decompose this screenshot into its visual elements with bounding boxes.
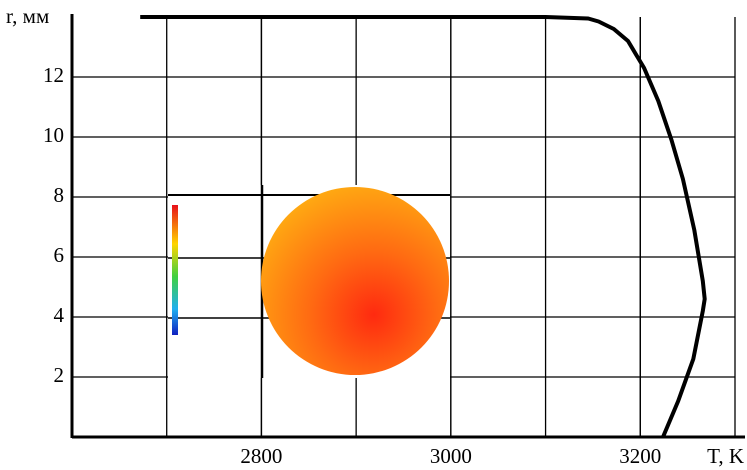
- y-axis-label: r, мм: [6, 4, 49, 28]
- y-tick-label: 6: [54, 243, 65, 267]
- y-tick-label: 4: [54, 303, 65, 327]
- page: {"chart_data": {"type": "line", "x_label…: [0, 0, 747, 470]
- x-tick-label: 2800: [240, 444, 282, 468]
- inset-colorbar: [172, 205, 178, 335]
- y-tick-label: 10: [43, 123, 64, 147]
- y-tick-label: 8: [54, 183, 65, 207]
- inset-image: [168, 185, 450, 378]
- y-tick-label: 12: [43, 63, 64, 87]
- y-tick-label: 2: [54, 363, 65, 387]
- inset-sphere: [261, 187, 449, 375]
- chart: r, мм T, K 2 4 6 8 10 12 2800 3000 3200: [0, 0, 747, 470]
- x-axis-label: T, K: [707, 444, 744, 468]
- x-tick-label: 3200: [619, 444, 661, 468]
- x-tick-label: 3000: [430, 444, 472, 468]
